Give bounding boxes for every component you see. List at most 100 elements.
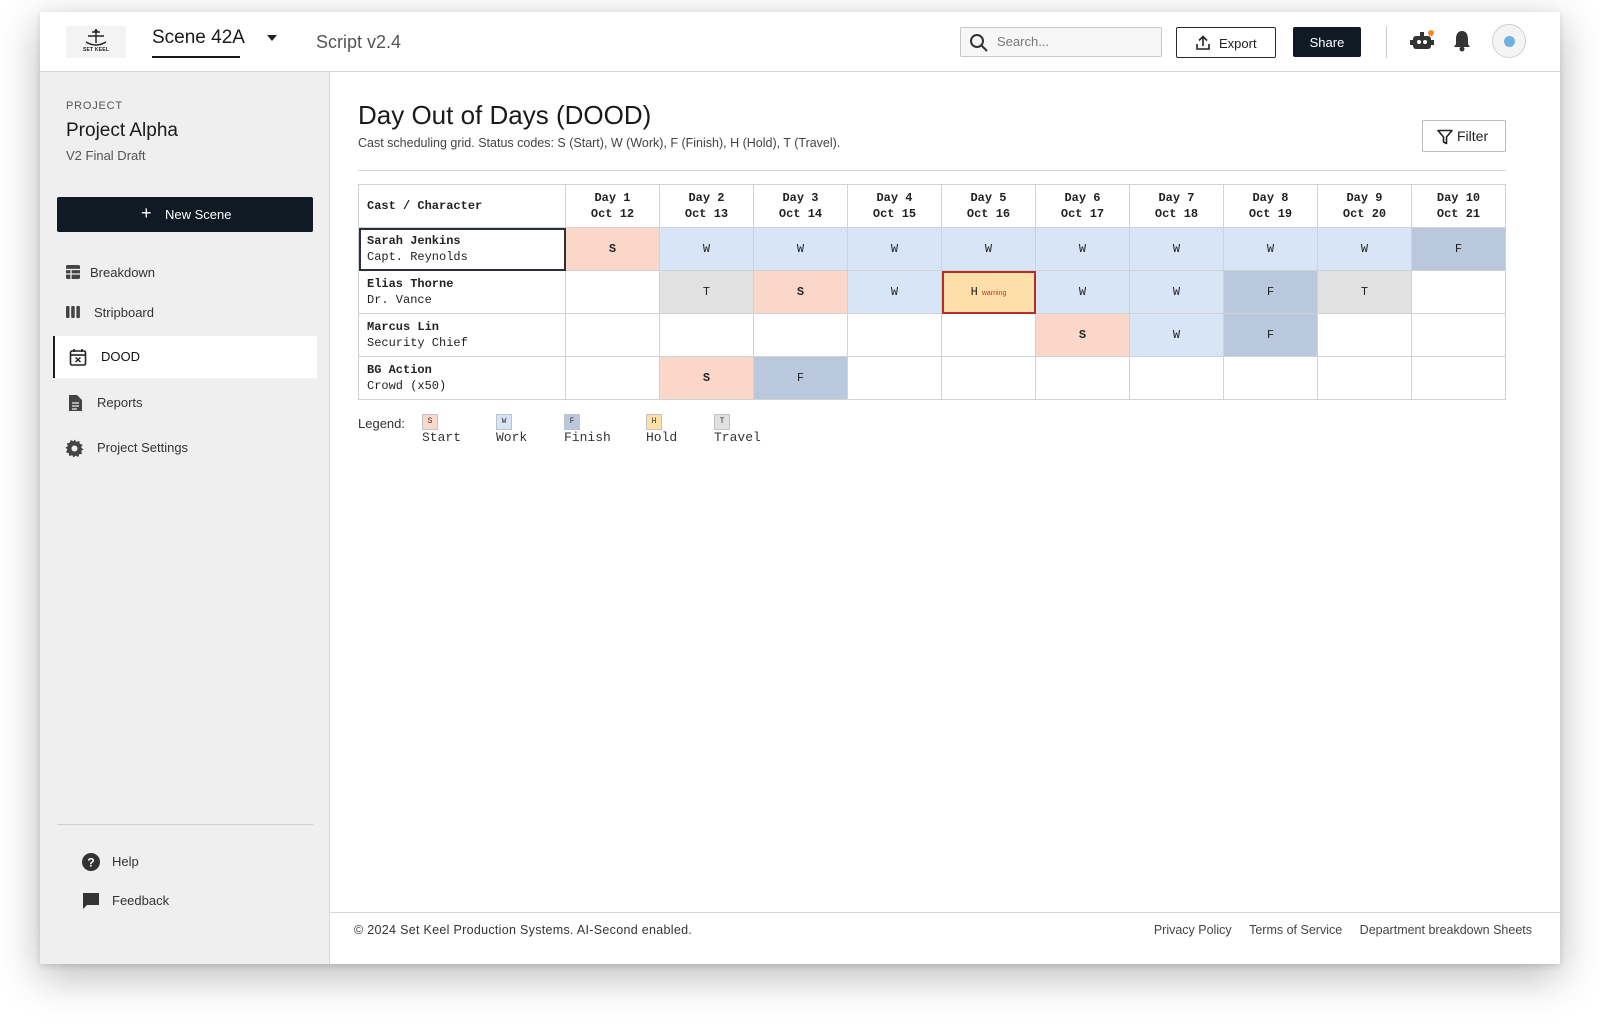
schedule-cell[interactable]: S: [753, 270, 848, 314]
day-date: Oct 18: [1154, 207, 1199, 221]
cast-cell[interactable]: Sarah Jenkins Capt. Reynolds: [358, 227, 566, 271]
search-icon: [970, 34, 988, 52]
schedule-cell[interactable]: [1317, 356, 1412, 400]
schedule-cell[interactable]: [1035, 356, 1130, 400]
schedule-cell[interactable]: W: [1223, 227, 1318, 271]
footer: © 2024 Set Keel Production Systems. AI-S…: [330, 912, 1560, 964]
search-input[interactable]: [997, 34, 1147, 49]
department-breakdown-link[interactable]: Department breakdown Sheets: [1359, 923, 1532, 937]
sidebar-item-stripboard[interactable]: Stripboard: [53, 292, 317, 334]
day-column-header[interactable]: Day 8 Oct 19: [1223, 184, 1318, 228]
day-column-header[interactable]: Day 4 Oct 15: [847, 184, 942, 228]
schedule-cell[interactable]: W: [659, 227, 754, 271]
privacy-policy-link[interactable]: Privacy Policy: [1153, 923, 1232, 937]
schedule-cell[interactable]: W: [1129, 227, 1224, 271]
schedule-cell[interactable]: T: [659, 270, 754, 314]
schedule-cell[interactable]: [565, 356, 660, 400]
schedule-cell[interactable]: [1411, 356, 1506, 400]
day-column-header[interactable]: Day 10 Oct 21: [1411, 184, 1506, 228]
day-column-header[interactable]: Day 9 Oct 20: [1317, 184, 1412, 228]
cast-name: Elias Thorne: [367, 277, 454, 291]
schedule-cell[interactable]: [847, 313, 942, 357]
page-title: Day Out of Days (DOOD): [358, 100, 652, 130]
share-button[interactable]: Share: [1293, 27, 1361, 57]
status-code: W: [984, 242, 993, 256]
schedule-cell[interactable]: F: [1223, 270, 1318, 314]
filter-button[interactable]: Filter: [1422, 120, 1506, 152]
app-logo[interactable]: SET KEEL: [66, 26, 126, 58]
day-date: Oct 15: [872, 207, 917, 221]
day-column-header[interactable]: Day 3 Oct 14: [753, 184, 848, 228]
day-column-header[interactable]: Day 1 Oct 12: [565, 184, 660, 228]
schedule-cell[interactable]: F: [753, 356, 848, 400]
cast-column-header[interactable]: Cast / Character: [358, 184, 566, 228]
sidebar-item-reports[interactable]: Reports: [53, 382, 317, 424]
scene-selector[interactable]: Scene 42A: [152, 27, 245, 48]
new-scene-button[interactable]: + New Scene: [57, 197, 313, 232]
sidebar-item-label: Stripboard: [94, 305, 154, 320]
schedule-cell[interactable]: [753, 313, 848, 357]
schedule-cell[interactable]: [659, 313, 754, 357]
search-box[interactable]: [960, 27, 1162, 57]
schedule-cell[interactable]: W: [1129, 270, 1224, 314]
bell-icon[interactable]: [1452, 29, 1472, 53]
schedule-cell[interactable]: S: [565, 227, 660, 271]
schedule-cell[interactable]: W: [753, 227, 848, 271]
sidebar-item-label: Reports: [97, 395, 143, 410]
status-code: W: [796, 242, 805, 256]
schedule-cell[interactable]: W: [1317, 227, 1412, 271]
legend-label: Work: [496, 430, 528, 445]
robot-assistant-icon[interactable]: [1410, 29, 1436, 53]
sidebar-item-breakdown[interactable]: Breakdown: [53, 252, 317, 294]
schedule-cell[interactable]: W: [1035, 270, 1130, 314]
schedule-cell[interactable]: [1411, 270, 1506, 314]
day-column-header[interactable]: Day 7 Oct 18: [1129, 184, 1224, 228]
cast-cell[interactable]: Elias Thorne Dr. Vance: [358, 270, 566, 314]
legend-title: Legend:: [358, 416, 405, 431]
filter-label: Filter: [1457, 128, 1489, 144]
schedule-cell[interactable]: T: [1317, 270, 1412, 314]
schedule-cell[interactable]: S: [659, 356, 754, 400]
svg-text:?: ?: [87, 856, 94, 870]
schedule-cell[interactable]: [1223, 356, 1318, 400]
day-label: Day 5: [970, 191, 1007, 205]
schedule-cell[interactable]: [1411, 313, 1506, 357]
schedule-cell[interactable]: [1317, 313, 1412, 357]
schedule-cell[interactable]: W: [941, 227, 1036, 271]
schedule-cell[interactable]: [565, 313, 660, 357]
legend-item: WWork: [496, 414, 527, 445]
schedule-cell[interactable]: W: [847, 270, 942, 314]
sidebar-item-dood[interactable]: DOOD: [53, 336, 317, 378]
terms-of-service-link[interactable]: Terms of Service: [1249, 923, 1343, 937]
day-label: Day 10: [1436, 191, 1481, 205]
export-button[interactable]: Export: [1176, 27, 1276, 58]
schedule-cell[interactable]: [565, 270, 660, 314]
cast-cell[interactable]: BG Action Crowd (x50): [358, 356, 566, 400]
schedule-cell[interactable]: F: [1223, 313, 1318, 357]
day-label: Day 2: [688, 191, 725, 205]
help-link[interactable]: ? Help: [80, 850, 280, 874]
chevron-down-icon[interactable]: [266, 34, 278, 42]
cast-name: Sarah Jenkins: [367, 234, 461, 248]
schedule-cell[interactable]: S: [1035, 313, 1130, 357]
user-avatar[interactable]: [1492, 24, 1526, 58]
ship-logo-icon: [85, 29, 107, 46]
new-scene-label: New Scene: [165, 207, 232, 222]
day-column-header[interactable]: Day 5 Oct 16: [941, 184, 1036, 228]
schedule-cell[interactable]: W: [1129, 313, 1224, 357]
sidebar-item-project-settings[interactable]: Project Settings: [53, 427, 317, 469]
day-column-header[interactable]: Day 2 Oct 13: [659, 184, 754, 228]
schedule-cell[interactable]: W: [847, 227, 942, 271]
day-column-header[interactable]: Day 6 Oct 17: [1035, 184, 1130, 228]
schedule-cell[interactable]: [847, 356, 942, 400]
schedule-cell[interactable]: [1129, 356, 1224, 400]
feedback-link[interactable]: Feedback: [80, 889, 280, 913]
schedule-cell[interactable]: F: [1411, 227, 1506, 271]
schedule-cell[interactable]: [941, 356, 1036, 400]
logo-text: SET KEEL: [82, 47, 110, 53]
footer-links: Privacy Policy Terms of Service Departme…: [1140, 923, 1532, 937]
schedule-cell[interactable]: [941, 313, 1036, 357]
cast-cell[interactable]: Marcus Lin Security Chief: [358, 313, 566, 357]
schedule-cell[interactable]: W: [1035, 227, 1130, 271]
